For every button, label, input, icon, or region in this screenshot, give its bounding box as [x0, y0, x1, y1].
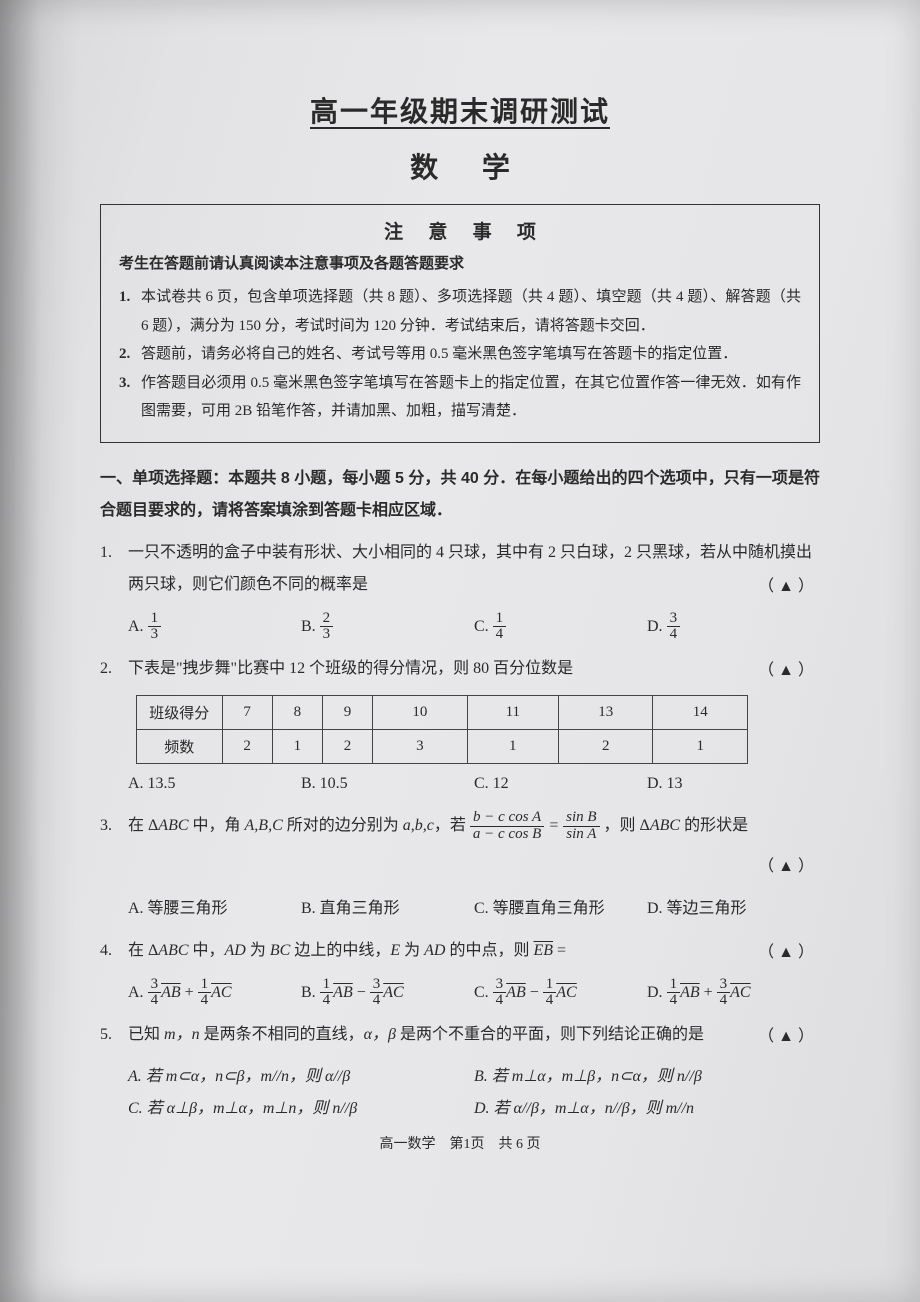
fraction: 14 [493, 611, 507, 644]
option-b: B. 10.5 [301, 768, 474, 800]
option-b: B. 直角三角形 [301, 893, 474, 925]
section-1-heading: 一、单项选择题：本题共 8 小题，每小题 5 分，共 40 分．在每小题给出的四… [100, 463, 820, 527]
option-d: D. 34 [647, 611, 820, 644]
exam-page: 高一年级期末调研测试 数 学 注 意 事 项 考生在答题前请认真阅读本注意事项及… [0, 0, 920, 1302]
answer-blank-icon: （ ▲ ） [758, 1021, 814, 1053]
option-label: B. [301, 618, 316, 635]
table-cell: 2 [558, 730, 653, 764]
score-table: 班级得分 7 8 9 10 11 13 14 频数 2 1 2 3 1 2 1 [136, 695, 748, 764]
option-d: D. 13 [647, 768, 820, 800]
option-a: A. 13 [128, 611, 301, 644]
vector-eb: EB [533, 942, 553, 959]
answer-blank-icon: （ ▲ ） [758, 937, 814, 969]
option-label: D. [647, 618, 663, 635]
option-c: C. 34AB − 14AC [474, 977, 647, 1010]
question-number: 4. [100, 935, 112, 967]
question-text: 下表是"拽步舞"比赛中 12 个班级的得分情况，则 80 百分位数是 [128, 660, 573, 677]
table-cell: 10 [373, 696, 468, 730]
option-a: A. 34AB + 14AC [128, 977, 301, 1010]
question-3: 3. 在 ΔABC 中，角 A,B,C 所对的边分别为 a,b,c，若 b − … [100, 810, 820, 883]
question-number: 1. [100, 537, 112, 569]
fraction: sin Bsin A [563, 810, 599, 843]
question-number: 3. [100, 810, 112, 842]
question-number: 5. [100, 1019, 112, 1051]
table-cell: 1 [467, 730, 558, 764]
option-d: D. 等边三角形 [647, 893, 820, 925]
table-cell: 11 [467, 696, 558, 730]
option-label: C. [474, 618, 489, 635]
table-cell: 9 [322, 696, 372, 730]
option-c: C. 14 [474, 611, 647, 644]
table-cell: 3 [373, 730, 468, 764]
table-cell: 13 [558, 696, 653, 730]
notice-header: 注 意 事 项 [119, 217, 801, 244]
notice-box: 注 意 事 项 考生在答题前请认真阅读本注意事项及各题答题要求 本试卷共 6 页… [100, 204, 820, 443]
question-4: 4. 在 ΔABC 中，AD 为 BC 边上的中线，E 为 AD 的中点，则 E… [100, 935, 820, 967]
answer-blank-icon: （ ▲ ） [758, 851, 814, 883]
table-cell: 8 [272, 696, 322, 730]
answer-blank-icon: （ ▲ ） [758, 655, 814, 687]
answer-blank-icon: （ ▲ ） [758, 571, 814, 603]
option-b: B. 14AB − 34AC [301, 977, 474, 1010]
table-row: 频数 2 1 2 3 1 2 1 [137, 730, 748, 764]
question-5-options: A. 若 m⊂α，n⊂β，m//n，则 α//β B. 若 m⊥α，m⊥β，n⊂… [100, 1061, 820, 1125]
question-1-options: A. 13 B. 23 C. 14 D. 34 [100, 611, 820, 644]
question-4-options: A. 34AB + 14AC B. 14AB − 34AC C. 34AB − … [100, 977, 820, 1010]
fraction: b − c cos Aa − c cos B [470, 810, 544, 843]
page-title-main: 高一年级期末调研测试 [100, 90, 820, 130]
option-a: A. 等腰三角形 [128, 893, 301, 925]
question-1: 1. 一只不透明的盒子中装有形状、大小相同的 4 只球，其中有 2 只白球，2 … [100, 537, 820, 601]
fraction: 13 [148, 611, 162, 644]
question-text: 在 ΔABC 中，AD 为 BC 边上的中线，E 为 AD 的中点，则 EB = [128, 942, 566, 959]
page-footer: 高一数学 第1页 共 6 页 [100, 1133, 820, 1153]
option-c: C. 若 α⊥β，m⊥α，m⊥n，则 n//β [128, 1093, 474, 1125]
question-2-options: A. 13.5 B. 10.5 C. 12 D. 13 [100, 768, 820, 800]
question-text: 在 ΔABC 中，角 A,B,C 所对的边分别为 a,b,c，若 b − c c… [128, 817, 748, 834]
notice-list: 本试卷共 6 页，包含单项选择题（共 8 题）、多项选择题（共 4 题）、填空题… [119, 283, 801, 426]
question-5: 5. 已知 m，n 是两条不相同的直线，α，β 是两个不重合的平面，则下列结论正… [100, 1019, 820, 1051]
question-2: 2. 下表是"拽步舞"比赛中 12 个班级的得分情况，则 80 百分位数是 （ … [100, 653, 820, 685]
notice-item: 作答题目必须用 0.5 毫米黑色签字笔填写在答题卡上的指定位置，在其它位置作答一… [119, 369, 801, 426]
option-a: A. 13.5 [128, 768, 301, 800]
option-b: B. 若 m⊥α，m⊥β，n⊂α，则 n//β [474, 1061, 820, 1093]
table-cell: 7 [222, 696, 272, 730]
option-label: A. [128, 618, 144, 635]
fraction: 23 [320, 611, 334, 644]
fraction: 34 [667, 611, 681, 644]
option-d: D. 14AB + 34AC [647, 977, 820, 1010]
table-row: 班级得分 7 8 9 10 11 13 14 [137, 696, 748, 730]
table-cell: 1 [272, 730, 322, 764]
question-3-options: A. 等腰三角形 B. 直角三角形 C. 等腰直角三角形 D. 等边三角形 [100, 893, 820, 925]
option-c: C. 12 [474, 768, 647, 800]
table-cell: 2 [322, 730, 372, 764]
option-d: D. 若 α//β，m⊥α，n//β，则 m//n [474, 1093, 820, 1125]
notice-item: 答题前，请务必将自己的姓名、考试号等用 0.5 毫米黑色签字笔填写在答题卡的指定… [119, 340, 801, 369]
option-b: B. 23 [301, 611, 474, 644]
notice-item: 本试卷共 6 页，包含单项选择题（共 8 题）、多项选择题（共 4 题）、填空题… [119, 283, 801, 340]
table-cell: 1 [653, 730, 748, 764]
option-a: A. 若 m⊂α，n⊂β，m//n，则 α//β [128, 1061, 474, 1093]
option-c: C. 等腰直角三角形 [474, 893, 647, 925]
question-text: 已知 m，n 是两条不相同的直线，α，β 是两个不重合的平面，则下列结论正确的是 [128, 1026, 704, 1043]
table-cell: 14 [653, 696, 748, 730]
table-cell: 2 [222, 730, 272, 764]
question-text: 一只不透明的盒子中装有形状、大小相同的 4 只球，其中有 2 只白球，2 只黑球… [128, 544, 812, 593]
question-number: 2. [100, 653, 112, 685]
page-title-subject: 数 学 [100, 146, 820, 186]
notice-sub: 考生在答题前请认真阅读本注意事项及各题答题要求 [119, 252, 801, 273]
table-header: 频数 [137, 730, 223, 764]
table-header: 班级得分 [137, 696, 223, 730]
